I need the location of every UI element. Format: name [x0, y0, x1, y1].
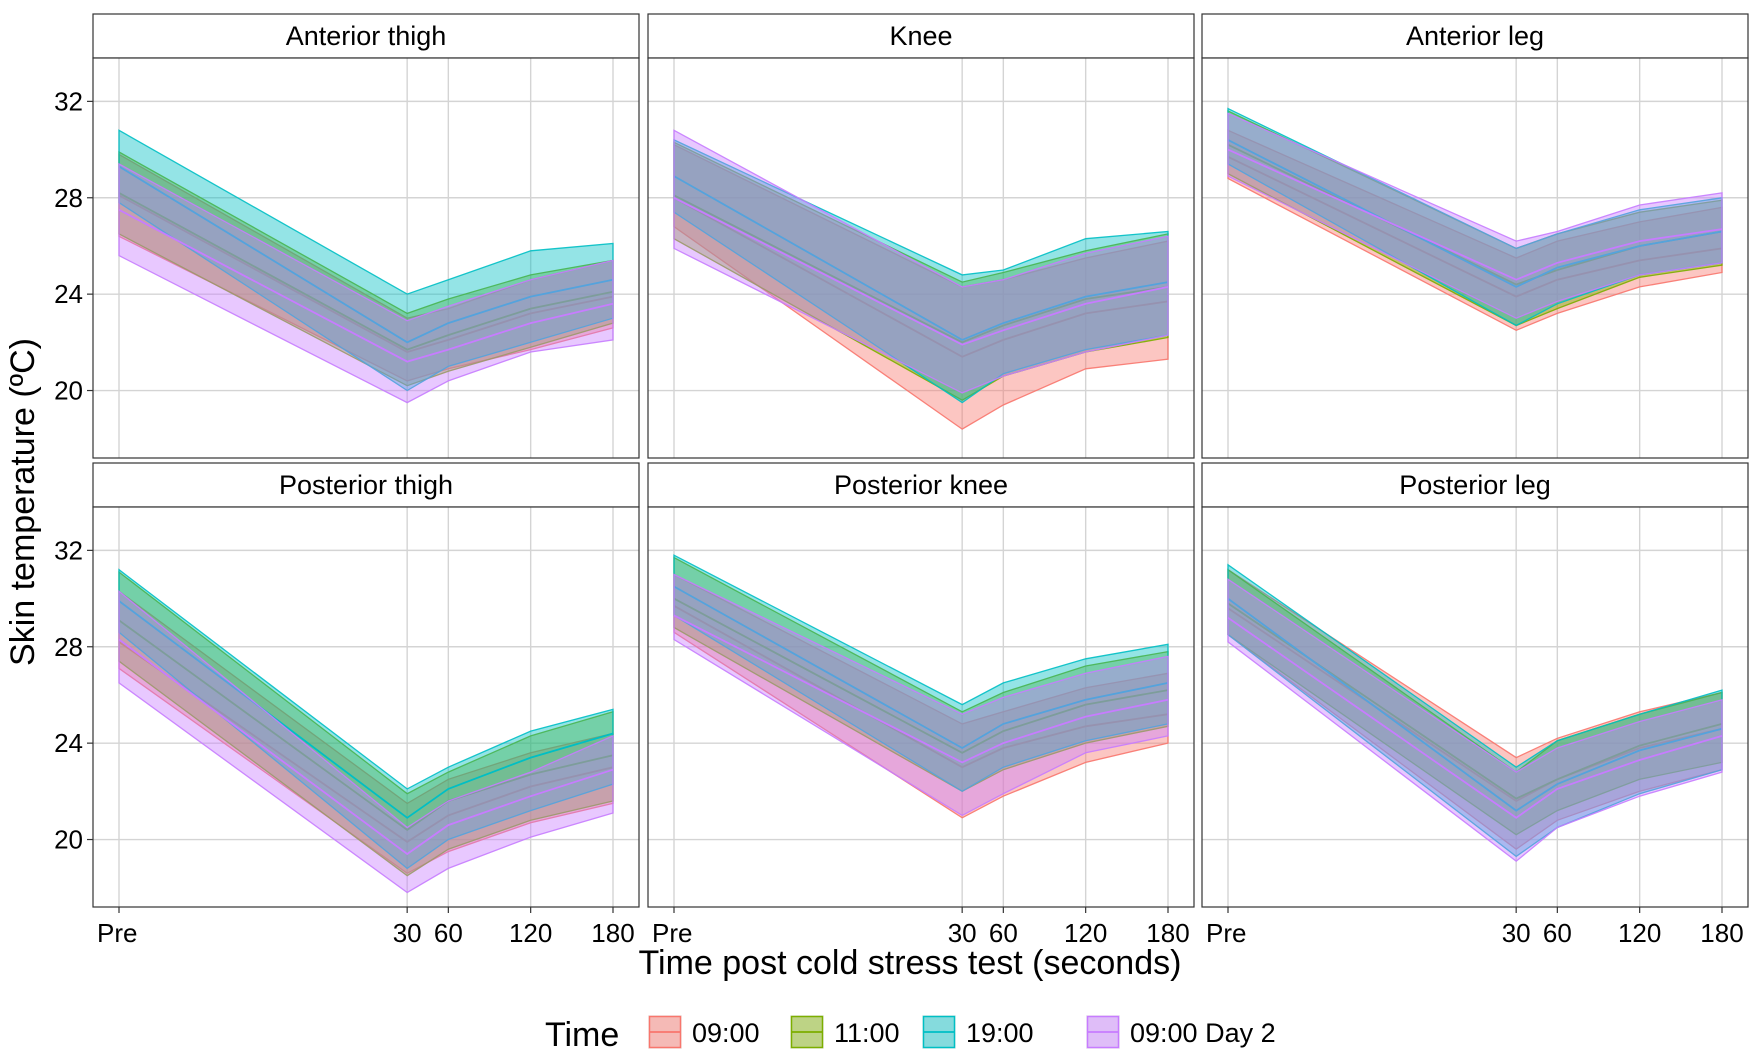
- mean-line-19-00: [673, 585, 1169, 750]
- panel-border: [647, 506, 1195, 908]
- legend-entry-11-00: 11:00: [790, 1015, 900, 1049]
- strip-posterior-leg: [1201, 462, 1749, 508]
- mean-line-09-00-day-2: [673, 196, 1169, 346]
- strip-posterior-thigh: [92, 462, 640, 508]
- legend-entry-09-00: 09:00: [648, 1015, 760, 1049]
- ribbon-09-00-day-2: [118, 162, 614, 404]
- mean-line-09-00: [673, 197, 1169, 358]
- x-tick-label: Pre: [652, 918, 692, 948]
- legend-title: Time: [545, 1016, 619, 1054]
- ribbon-09-00: [1227, 129, 1723, 332]
- panels: Anterior thigh Knee Anterior leg Posterior …: [92, 13, 1749, 908]
- panel-anterior-thigh: Anterior thigh: [92, 13, 640, 459]
- y-tick-label: 20: [54, 825, 83, 855]
- strip-title: Knee: [889, 21, 952, 51]
- x-tick-label: 180: [591, 918, 634, 948]
- strip-posterior-knee: [647, 462, 1195, 508]
- panel-posterior-leg: Posterior leg: [1201, 462, 1749, 908]
- y-tick-label: 28: [54, 183, 83, 213]
- x-tick-label: 120: [509, 918, 552, 948]
- x-tick-label: 30: [1502, 918, 1531, 948]
- mean-line-09-00-day-2: [118, 209, 614, 363]
- plot-background: [648, 58, 1194, 458]
- ribbon-09-00-day-2: [673, 129, 1169, 394]
- x-tick-label: 30: [393, 918, 422, 948]
- y-tick-label: 24: [54, 279, 83, 309]
- x-tick-label: 120: [1064, 918, 1107, 948]
- y-axis: 20 24 28 32 20 24 28 32: [54, 86, 93, 855]
- mean-line-19-00: [1227, 139, 1723, 288]
- x-tick-label: 180: [1700, 918, 1743, 948]
- y-tick-label: 20: [54, 376, 83, 406]
- panel-border: [647, 57, 1195, 459]
- mean-line-19-00: [118, 600, 614, 819]
- mean-line-19-00: [118, 165, 614, 344]
- mean-line-09-00: [1227, 155, 1723, 298]
- legend: Time 09:00 11:00 19:00 09:00 Day 2: [545, 1015, 1276, 1054]
- ribbon-09-00-day-2: [1227, 578, 1723, 863]
- ribbon-09-00-day-2: [673, 573, 1169, 817]
- panel-anterior-leg: Anterior leg: [1201, 13, 1749, 459]
- mean-line-11-00: [1227, 602, 1723, 800]
- ribbon-11-00: [673, 141, 1169, 401]
- legend-label: 11:00: [834, 1018, 900, 1048]
- panel-posterior-knee: Posterior knee: [647, 462, 1195, 908]
- strip-anterior-thigh: [92, 13, 640, 59]
- mean-line-19-00: [1227, 597, 1723, 812]
- y-tick-label: 32: [54, 86, 83, 116]
- x-tick-label: 180: [1146, 918, 1189, 948]
- mean-line-19-00: [673, 175, 1169, 341]
- y-axis-title: Skin temperature (ºC): [4, 338, 42, 666]
- mean-line-09-00-day-2: [118, 638, 614, 856]
- ribbon-09-00-day-2: [1227, 112, 1723, 319]
- y-tick-label: 32: [54, 535, 83, 565]
- x-axis-title: Time post cold stress test (seconds): [639, 944, 1182, 982]
- plot-background: [93, 58, 639, 458]
- legend-entry-19-00: 19:00: [922, 1015, 1034, 1049]
- plot-background: [1202, 507, 1748, 907]
- panel-border: [92, 506, 640, 908]
- plot-background: [93, 507, 639, 907]
- legend-label: 09:00: [692, 1018, 760, 1048]
- mean-line-11-00: [673, 597, 1169, 754]
- mean-line-09-00: [118, 641, 614, 843]
- x-tick-label: 30: [948, 918, 977, 948]
- strip-title: Posterior knee: [834, 470, 1008, 500]
- x-tick-label: 60: [989, 918, 1018, 948]
- y-tick-label: 24: [54, 728, 83, 758]
- x-axis: Pre 30 60 120 180 Pre 30 60 120 180 Pre 30 60 120 180: [97, 907, 1744, 948]
- strip-title: Anterior thigh: [286, 21, 447, 51]
- legend-label: 19:00: [966, 1018, 1034, 1048]
- mean-line-09-00-day-2: [1227, 617, 1723, 819]
- x-tick-label: 60: [1543, 918, 1572, 948]
- panel-border: [1201, 506, 1749, 908]
- panel-knee: Knee: [647, 13, 1195, 459]
- plot-background: [648, 507, 1194, 907]
- strip-title: Posterior thigh: [279, 470, 453, 500]
- x-tick-label: Pre: [97, 918, 137, 948]
- x-tick-label: 120: [1618, 918, 1661, 948]
- legend-entry-09-00-day-2: 09:00 Day 2: [1086, 1015, 1276, 1049]
- x-tick-label: Pre: [1206, 918, 1246, 948]
- strip-knee: [647, 13, 1195, 59]
- mean-line-09-00-day-2: [673, 614, 1169, 764]
- strip-title: Posterior leg: [1399, 470, 1551, 500]
- mean-line-09-00: [118, 194, 614, 353]
- mean-line-11-00: [118, 192, 614, 351]
- panel-posterior-thigh: Posterior thigh: [92, 462, 640, 908]
- mean-line-09-00-day-2: [1227, 148, 1723, 281]
- panel-border: [92, 57, 640, 459]
- x-tick-label: 60: [434, 918, 463, 948]
- strip-title: Anterior leg: [1406, 21, 1544, 51]
- mean-line-11-00: [673, 194, 1169, 344]
- y-tick-label: 28: [54, 632, 83, 662]
- ribbon-09-00-day-2: [118, 589, 614, 894]
- legend-label: 09:00 Day 2: [1130, 1018, 1276, 1048]
- panel-border: [1201, 57, 1749, 459]
